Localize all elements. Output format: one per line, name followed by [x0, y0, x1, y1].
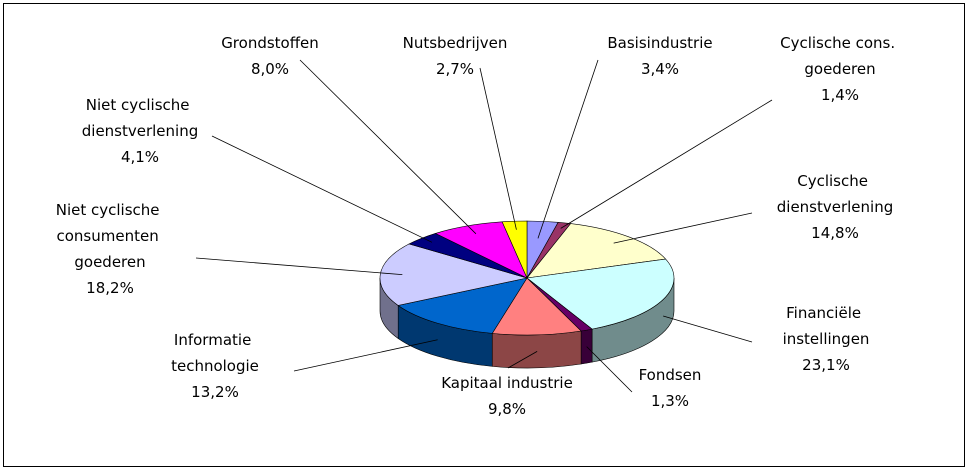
pie-tops [379, 220, 675, 336]
leader-lines [195, 59, 773, 393]
slice-label: Financiële instellingen [783, 304, 870, 348]
value-label: 1,3% [651, 392, 689, 410]
slice-label: Fondsen [639, 366, 702, 384]
leader-line [560, 99, 773, 229]
leader-line [613, 212, 753, 244]
slice-label: Informatie technologie [171, 331, 259, 375]
leader-line [299, 59, 477, 235]
value-label: 2,7% [436, 60, 474, 78]
slice-label: Cyclische dienstverlening [777, 172, 894, 216]
slice-label: Niet cyclische consumenten goederen [56, 201, 165, 271]
slice-label: Grondstoffen [221, 34, 319, 52]
value-label: 23,1% [802, 356, 850, 374]
value-label: 1,4% [821, 86, 859, 104]
slice-side [580, 328, 593, 365]
value-label: 14,8% [811, 224, 859, 242]
slice-label: Kapitaal industrie [441, 374, 573, 392]
value-label: 13,2% [191, 383, 239, 401]
leader-line [211, 135, 433, 243]
slice-label: Basisindustrie [607, 34, 712, 52]
slice-label: Niet cyclische dienstverlening [82, 96, 199, 140]
slice [397, 277, 528, 334]
leader-line [663, 315, 753, 343]
value-label: 4,1% [121, 148, 159, 166]
slice [526, 223, 667, 279]
slice [526, 258, 675, 330]
value-label: 3,4% [641, 60, 679, 78]
value-label: 9,8% [488, 400, 526, 418]
leader-line [586, 346, 633, 393]
slice [491, 277, 582, 336]
leader-line [195, 257, 403, 276]
value-label: 8,0% [251, 60, 289, 78]
slice-label: Cyclische cons. goederen [780, 34, 900, 78]
slice-side [491, 330, 582, 369]
leader-line [537, 59, 599, 239]
slice [379, 243, 528, 306]
leader-line [479, 67, 517, 230]
slice-label: Nutsbedrijven [403, 34, 508, 52]
leader-line [293, 339, 438, 372]
labels: Basisindustrie 3,4% Cyclische cons. goeder… [56, 34, 900, 418]
value-label: 18,2% [86, 279, 134, 297]
leader-line [507, 351, 538, 369]
